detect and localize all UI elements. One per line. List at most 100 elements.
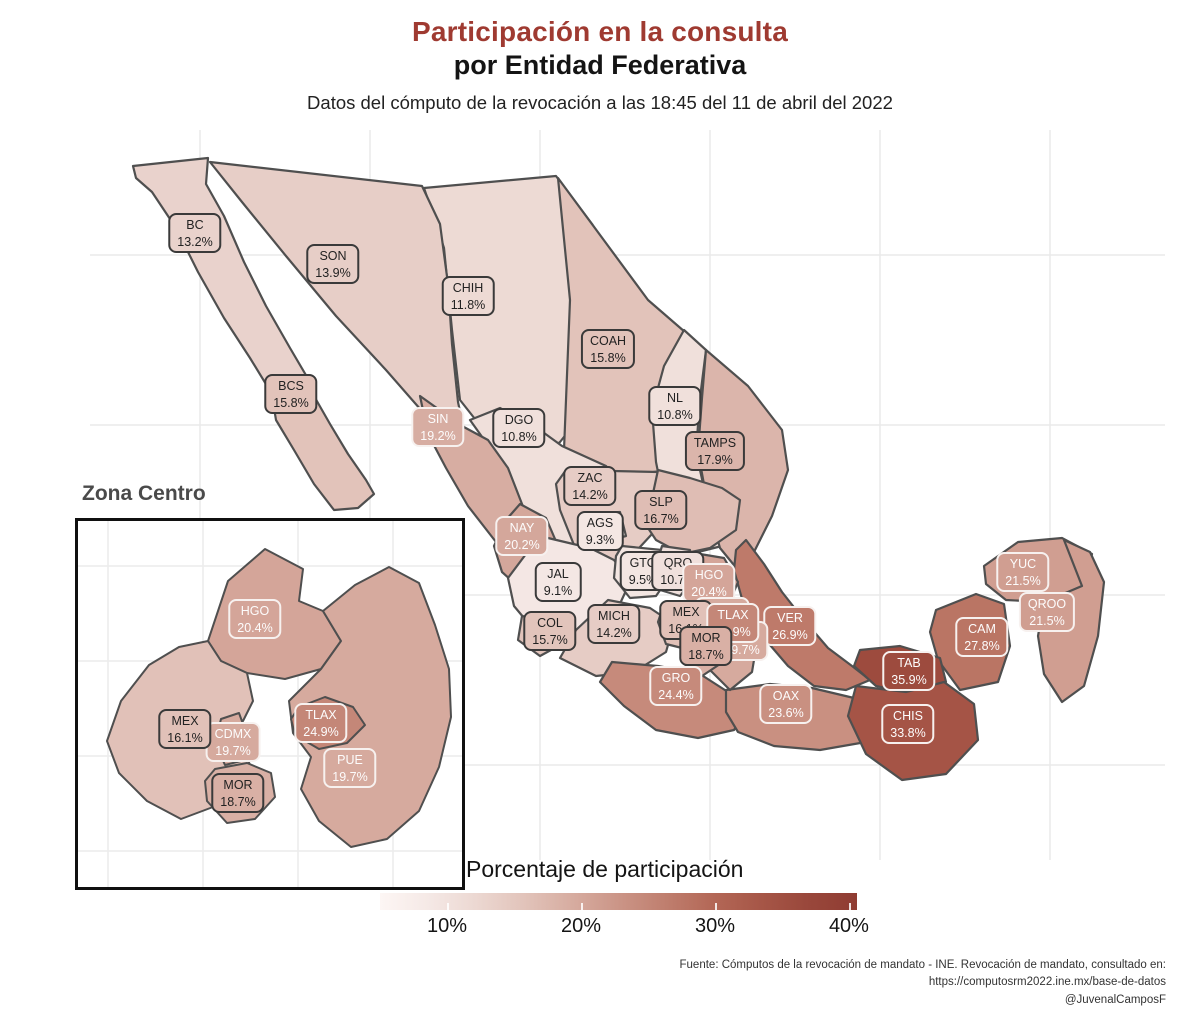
state-value: 14.2% bbox=[596, 625, 632, 640]
legend-gradient-bar bbox=[380, 893, 857, 910]
state-value: 13.2% bbox=[177, 234, 213, 249]
state-label-nay: NAY 20.2% bbox=[495, 516, 549, 556]
state-value: 11.8% bbox=[450, 297, 486, 312]
state-label-ver: VER 26.9% bbox=[763, 606, 817, 646]
state-code: MOR bbox=[691, 631, 721, 645]
state-code: YUC bbox=[1009, 557, 1037, 571]
state-label-cam: CAM 27.8% bbox=[955, 617, 1009, 657]
state-label-bc: BC 13.2% bbox=[168, 213, 222, 253]
state-code: ZAC bbox=[577, 471, 603, 485]
state-label-tlax: TLAX 24.9% bbox=[706, 603, 760, 643]
state-value: 13.9% bbox=[315, 265, 351, 280]
state-label-dgo: DGO 10.8% bbox=[492, 408, 546, 448]
state-label-mich: MICH 14.2% bbox=[587, 604, 641, 644]
state-code: NL bbox=[667, 391, 683, 405]
state-value: 20.2% bbox=[504, 537, 540, 552]
state-value: 14.2% bbox=[572, 487, 608, 502]
footer-handle-line: @JuvenalCamposF bbox=[1064, 993, 1166, 1006]
state-value: 18.7% bbox=[688, 647, 724, 662]
state-value: 9.1% bbox=[543, 583, 573, 598]
state-code: PUE bbox=[337, 753, 363, 767]
state-value: 21.5% bbox=[1029, 613, 1065, 628]
legend-tick-mark bbox=[446, 903, 449, 910]
state-label-chis: CHIS 33.8% bbox=[881, 704, 935, 744]
state-value: 18.7% bbox=[220, 794, 256, 809]
state-code: CDMX bbox=[214, 727, 252, 741]
state-code: HGO bbox=[694, 568, 724, 582]
state-label-yuc: YUC 21.5% bbox=[996, 552, 1050, 592]
state-code: GRO bbox=[661, 671, 691, 685]
state-code: QROO bbox=[1027, 597, 1067, 611]
state-code: CHIS bbox=[893, 709, 923, 723]
state-value: 9.3% bbox=[585, 532, 615, 547]
state-value: 27.8% bbox=[964, 638, 1000, 653]
state-code: MEX bbox=[171, 714, 199, 728]
legend-tick-mark bbox=[714, 903, 717, 910]
state-value: 9.5% bbox=[628, 572, 658, 587]
footer-source-line: Fuente: Cómputos de la revocación de man… bbox=[679, 959, 1166, 971]
state-value: 16.7% bbox=[643, 511, 679, 526]
state-label-son: SON 13.9% bbox=[306, 244, 360, 284]
state-code: VER bbox=[777, 611, 803, 625]
state-value: 33.8% bbox=[890, 725, 926, 740]
footer-url-line: https://computosrm2022.ine.mx/base-de-da… bbox=[928, 976, 1166, 989]
state-label-oax: OAX 23.6% bbox=[759, 684, 813, 724]
state-label-col: COL 15.7% bbox=[523, 611, 577, 651]
state-label-zac: ZAC 14.2% bbox=[563, 466, 617, 506]
state-label-tab: TAB 35.9% bbox=[882, 651, 936, 691]
legend-tick-mark bbox=[848, 903, 851, 910]
state-code: CAM bbox=[968, 622, 996, 636]
state-code: SON bbox=[319, 249, 347, 263]
state-label-hgo: HGO 20.4% bbox=[682, 563, 736, 603]
inset-label-tlax: TLAX 24.9% bbox=[294, 703, 348, 743]
zona-centro-map bbox=[78, 521, 462, 887]
state-label-tamps: TAMPS 17.9% bbox=[684, 431, 746, 471]
page-caption: Datos del cómputo de la revocación a las… bbox=[307, 92, 893, 113]
state-value: 15.8% bbox=[590, 350, 626, 365]
inset-label-mex: MEX 16.1% bbox=[158, 709, 212, 749]
page-title: Participación en la consulta bbox=[412, 16, 788, 47]
state-label-bcs: BCS 15.8% bbox=[264, 374, 318, 414]
state-label-qroo: QROO 21.5% bbox=[1018, 592, 1076, 632]
inset-label-cdmx: CDMX 19.7% bbox=[205, 722, 261, 762]
state-value: 10.8% bbox=[657, 407, 693, 422]
page-subtitle: por Entidad Federativa bbox=[453, 50, 747, 80]
state-value: 19.2% bbox=[420, 428, 456, 443]
state-label-jal: JAL 9.1% bbox=[534, 562, 582, 602]
legend-tick-label-30: 30% bbox=[694, 915, 735, 937]
state-value: 23.6% bbox=[768, 705, 804, 720]
state-code: COL bbox=[537, 616, 563, 630]
state-value: 19.7% bbox=[724, 642, 760, 657]
state-code: TLAX bbox=[305, 708, 337, 722]
state-value: 20.4% bbox=[237, 620, 273, 635]
state-code: CHIH bbox=[452, 281, 484, 295]
state-label-gro: GRO 24.4% bbox=[649, 666, 703, 706]
legend-tick-label-40: 40% bbox=[828, 915, 869, 937]
state-value: 17.9% bbox=[697, 452, 733, 467]
inset-panel: HGO 20.4% MEX 16.1% CDMX 19.7% TLAX 24.9% PUE 19.… bbox=[75, 518, 465, 890]
state-code: TAB bbox=[897, 656, 921, 670]
state-code: AGS bbox=[586, 516, 614, 530]
state-label-sin: SIN 19.2% bbox=[411, 407, 465, 447]
state-code: MICH bbox=[598, 609, 630, 623]
state-code: NAY bbox=[509, 521, 535, 535]
state-value: 24.4% bbox=[658, 687, 694, 702]
state-value: 16.1% bbox=[167, 730, 203, 745]
state-value: 26.9% bbox=[772, 627, 808, 642]
state-code: MOR bbox=[223, 778, 253, 792]
state-code: SIN bbox=[427, 412, 449, 426]
state-shape-bcs bbox=[270, 394, 376, 512]
color-gradient bbox=[380, 893, 857, 910]
inset-label-hgo: HGO 20.4% bbox=[228, 599, 282, 639]
state-value: 35.9% bbox=[891, 672, 927, 687]
state-code: JAL bbox=[547, 567, 569, 581]
state-value: 24.9% bbox=[303, 724, 339, 739]
state-label-coah: COAH 15.8% bbox=[580, 329, 636, 369]
state-label-nl: NL 10.8% bbox=[648, 386, 702, 426]
inset-label-pue: PUE 19.7% bbox=[323, 748, 377, 788]
state-label-mor: MOR 18.7% bbox=[679, 626, 733, 666]
legend-title: Porcentaje de participación bbox=[466, 856, 744, 882]
state-value: 10.8% bbox=[501, 429, 537, 444]
state-label-ags: AGS 9.3% bbox=[576, 511, 624, 551]
legend-tick-label-10: 10% bbox=[426, 915, 467, 937]
